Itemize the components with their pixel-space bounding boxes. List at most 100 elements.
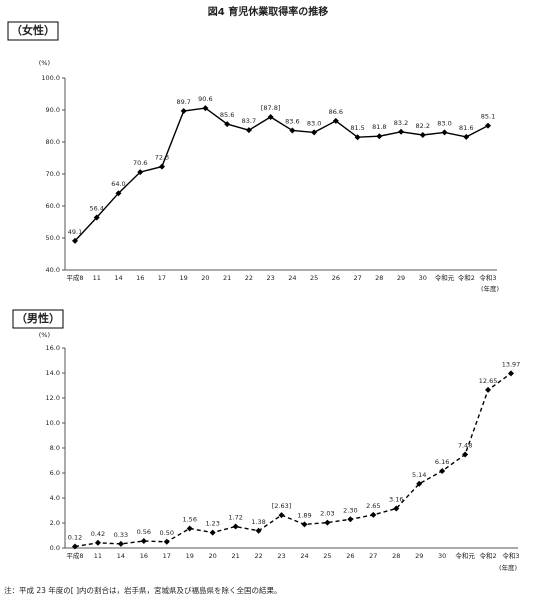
data-marker [301,521,308,528]
y-tick-label: 40.0 [46,266,60,274]
y-tick-label: 60.0 [46,202,60,210]
value-label: 1.56 [182,516,196,524]
x-tick-label: 22 [254,552,262,560]
data-marker [115,190,122,197]
value-label: 2.65 [366,502,380,510]
value-label: 49.1 [68,228,82,236]
x-unit: (年度) [481,284,499,293]
data-marker [163,538,170,545]
x-tick-label: 21 [223,274,231,282]
data-marker [370,511,377,518]
x-tick-label: 16 [140,552,148,560]
x-tick-label: 17 [158,274,166,282]
data-marker [202,105,209,112]
y-tick-label: 16.0 [46,344,60,352]
data-marker [347,516,354,523]
value-label: 83.0 [437,119,451,127]
y-tick-label: 70.0 [46,170,60,178]
value-label: 70.6 [133,159,147,167]
y-tick-label: 100.0 [41,74,60,82]
data-marker [419,131,426,138]
value-label: 83.2 [394,119,408,127]
x-tick-label: 30 [438,552,446,560]
x-tick-label: 28 [375,274,383,282]
page-title: 図4 育児休業取得率の推移 [208,5,328,18]
data-marker [324,519,331,526]
data-marker [289,127,296,134]
value-label: 89.7 [176,98,190,106]
x-tick-label: 14 [117,552,125,560]
x-tick-label: 25 [323,552,331,560]
value-label: 2.03 [320,510,334,518]
x-tick-label: 11 [93,274,101,282]
x-tick-label: 令和3 [479,273,496,282]
panel-label: （女性） [11,23,55,37]
data-marker [508,370,514,377]
value-label: 81.8 [372,123,386,131]
data-line [74,107,489,242]
data-marker [209,529,216,536]
value-label: 83.0 [307,119,321,127]
data-marker [267,114,274,121]
footnote: 注：平成 23 年度の[ ]内の割合は，岩手県，宮城県及び福島県を除く全国の結果… [4,585,282,595]
y-unit: (%) [39,331,50,339]
value-label: 81.5 [350,124,364,132]
value-label: 3.16 [389,496,403,504]
data-marker [93,214,100,221]
data-marker [462,451,469,458]
data-marker [354,134,361,141]
x-tick-label: 23 [277,552,285,560]
data-marker [224,121,231,128]
x-tick-label: 29 [397,274,405,282]
y-tick-label: 12.0 [46,394,60,402]
data-marker [376,133,383,140]
data-marker [72,543,78,550]
value-label: 1.72 [228,514,242,522]
data-marker [232,523,239,530]
x-tick-label: 平成8 [66,273,83,282]
value-label: [2.63] [272,502,292,510]
value-label: 0.33 [114,531,128,539]
value-label: 12.65 [479,377,498,385]
y-tick-label: 14.0 [46,369,60,377]
value-label: 13.97 [502,360,521,368]
y-tick-label: 2.0 [50,519,60,527]
x-tick-label: 27 [353,274,361,282]
x-tick-label: 22 [245,274,253,282]
x-tick-label: 30 [419,274,427,282]
x-tick-label: 29 [415,552,423,560]
data-marker [485,386,492,393]
data-marker [72,237,78,244]
value-label: 0.12 [68,534,82,542]
value-label: 1.23 [205,520,219,528]
value-label: 5.14 [412,471,426,479]
data-marker [393,505,400,512]
x-tick-label: 17 [163,552,171,560]
data-marker [439,468,446,474]
value-label: 64.0 [111,180,125,188]
x-tick-label: 26 [332,274,340,282]
data-line [74,372,512,548]
value-label: 0.56 [137,528,151,536]
data-marker [441,129,448,136]
y-tick-label: 80.0 [46,138,60,146]
data-marker [117,540,124,547]
value-label: 85.1 [481,113,495,121]
value-label: 86.6 [329,108,343,116]
panel-box [7,21,59,41]
data-marker [485,122,491,129]
data-marker [140,538,147,544]
value-label: 0.50 [160,529,174,537]
x-tick-label: 19 [180,274,188,282]
value-label: 2.30 [343,506,357,514]
y-tick-label: 8.0 [50,444,60,452]
value-label: 1.38 [251,518,265,526]
y-tick-label: 6.0 [50,469,60,477]
x-unit: (年度) [499,563,517,572]
y-tick-label: 50.0 [46,234,60,242]
y-tick-label: 90.0 [46,106,60,114]
value-label: 0.42 [91,530,105,538]
x-tick-label: 28 [392,552,400,560]
value-label: 85.6 [220,111,234,119]
value-label: [87.8] [261,104,281,112]
